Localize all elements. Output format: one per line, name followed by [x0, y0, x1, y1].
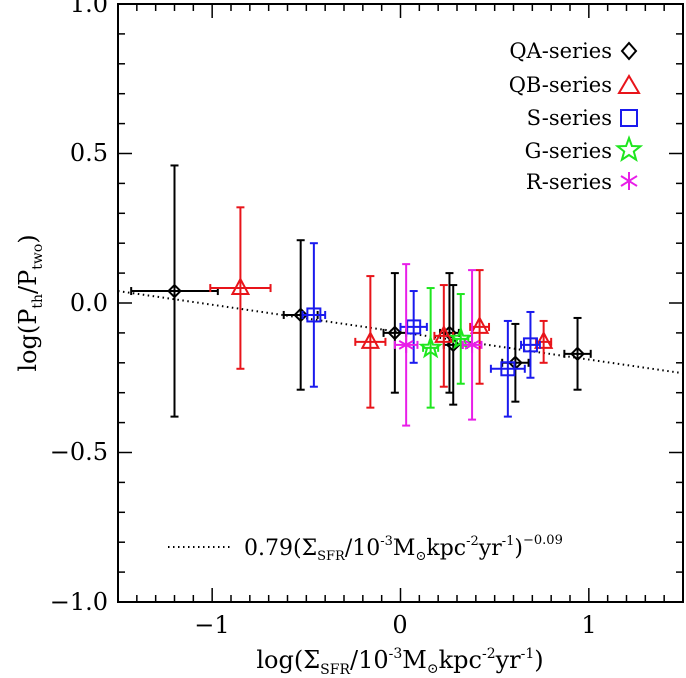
x-tick-label: −1 [194, 611, 229, 639]
asterisk-marker [398, 336, 414, 353]
legend-label-r: R-series [526, 170, 612, 194]
y-tick-label: −0.5 [50, 438, 108, 466]
data-point [130, 164, 219, 418]
legend-diamond-icon [620, 41, 638, 61]
data-point [520, 310, 541, 379]
data-points [130, 164, 592, 427]
fit-legend: 0.79(ΣSFR/10-3M⊙kpc-2yr-1)−0.09 [168, 533, 563, 564]
square-marker [522, 337, 538, 353]
series-qa-series [130, 164, 592, 418]
diamond-marker [570, 346, 585, 362]
data-point [393, 263, 419, 427]
series-s-series [301, 242, 541, 418]
x-tick-label: 0 [392, 611, 407, 639]
square-marker [306, 307, 322, 323]
square-marker [406, 319, 422, 335]
legend-star-icon [614, 135, 644, 163]
triangle-marker [469, 315, 490, 334]
star-marker [418, 334, 443, 359]
triangle-marker [230, 276, 251, 296]
y-tick-label: 0.0 [70, 289, 108, 317]
y-axis-title: log(Pth/Ptwo) [14, 234, 46, 371]
data-point [448, 293, 474, 385]
diamond-marker [293, 307, 309, 323]
data-point [563, 316, 592, 391]
data-point [399, 290, 428, 364]
y-tick-labels: −1.0 −0.5 0.0 0.5 1.0 [50, 0, 108, 616]
y-tick-label: 1.0 [70, 0, 108, 18]
legend-label-s: S-series [527, 106, 612, 130]
legend-label-g: G-series [525, 139, 612, 163]
data-point [382, 272, 408, 394]
legend-asterisk-icon [620, 172, 638, 190]
data-point [209, 206, 272, 370]
data-point [461, 269, 483, 421]
legend-square-icon [620, 109, 638, 127]
series-qb-series [209, 206, 554, 409]
fit-legend-label: 0.79(ΣSFR/10-3M⊙kpc-2yr-1)−0.09 [244, 533, 563, 564]
triangle-marker [360, 330, 381, 349]
axis-ticks [117, 3, 684, 603]
data-point [301, 242, 327, 388]
triangle-marker [533, 330, 554, 349]
x-tick-label: 1 [581, 611, 596, 639]
star-marker [448, 325, 474, 350]
series-g-series [418, 287, 474, 409]
square-marker [500, 361, 516, 377]
y-tick-label: 0.5 [70, 139, 108, 167]
data-point [418, 287, 443, 409]
data-point [469, 269, 491, 385]
data-point [489, 319, 526, 418]
legend-triangle-icon [617, 74, 641, 94]
legend-label-qa: QA-series [509, 39, 612, 63]
x-axis-title: log(ΣSFR/10-3M⊙kpc-2yr-1) [256, 646, 543, 678]
legend: QA-series QB-series S-series G-series R-… [509, 39, 644, 194]
y-tick-label: −1.0 [50, 588, 108, 616]
x-tick-labels: −1 0 1 [194, 611, 596, 639]
series-r-series [393, 263, 483, 427]
legend-label-qb: QB-series [509, 73, 612, 97]
diamond-marker [167, 283, 182, 299]
diamond-marker [387, 325, 403, 341]
data-point [354, 275, 387, 409]
asterisk-marker [464, 336, 480, 353]
data-point [533, 319, 554, 364]
triangle-marker [434, 324, 454, 343]
